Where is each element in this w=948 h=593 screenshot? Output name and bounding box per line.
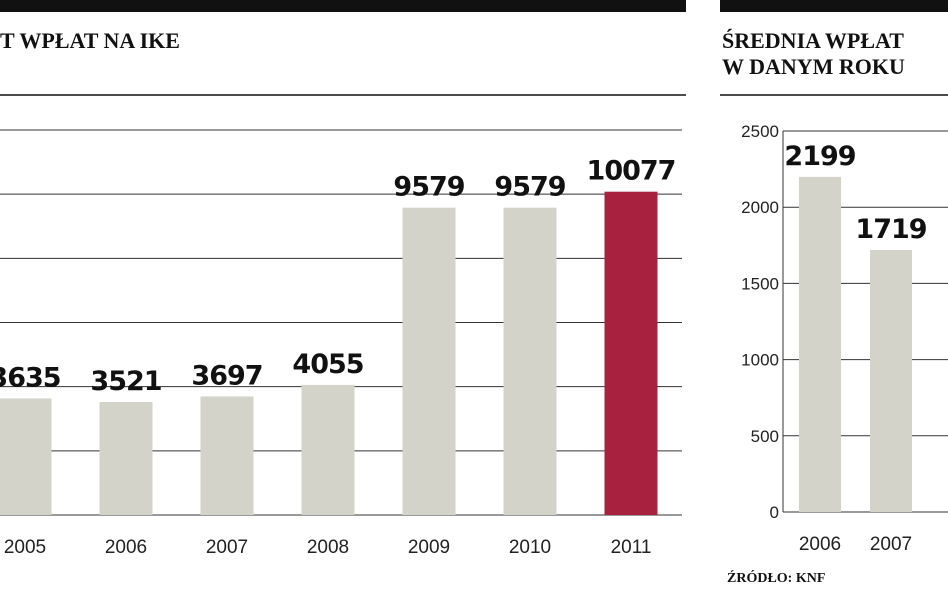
chart-title: T WPŁAT NA IKE xyxy=(0,28,180,53)
bar xyxy=(503,207,557,515)
value-label: 3521 xyxy=(90,366,161,397)
bar xyxy=(0,398,52,515)
y-tick-label: 1000 xyxy=(741,351,779,370)
source-note: ŹRÓDŁO: KNF xyxy=(727,569,825,586)
x-tick-label: 2009 xyxy=(408,537,450,558)
y-tick-label: 500 xyxy=(751,427,779,446)
y-tick-label: 2000 xyxy=(741,198,779,217)
header-bar xyxy=(720,0,948,12)
bar xyxy=(402,207,456,515)
bar xyxy=(870,250,912,512)
value-label: 1719 xyxy=(855,214,926,245)
y-tick-label: 0 xyxy=(770,503,779,522)
value-label: 9579 xyxy=(494,172,565,203)
bar xyxy=(200,396,254,515)
chart-title: W DANYM ROKU xyxy=(722,54,905,79)
bar xyxy=(99,402,153,515)
x-tick-label: 2011 xyxy=(611,537,652,558)
x-tick-label: 2006 xyxy=(799,534,841,555)
header-bar xyxy=(0,0,686,12)
chart-title: ŚREDNIA WPŁAT xyxy=(722,28,904,53)
x-tick-label: 2010 xyxy=(509,537,551,558)
value-label: 3697 xyxy=(191,360,262,391)
bar xyxy=(604,191,658,516)
y-tick-label: 2500 xyxy=(741,122,779,141)
value-label: 9579 xyxy=(393,172,464,203)
x-tick-label: 2007 xyxy=(870,534,912,555)
y-tick-label: 1500 xyxy=(741,274,779,293)
x-tick-label: 2008 xyxy=(307,537,349,558)
x-tick-label: 2005 xyxy=(4,537,46,558)
value-label: 4055 xyxy=(292,349,363,380)
bar xyxy=(301,384,355,515)
value-label: 3635 xyxy=(0,362,61,393)
value-label: 10077 xyxy=(587,156,676,187)
bar xyxy=(799,176,841,512)
x-tick-label: 2006 xyxy=(105,537,147,558)
value-label: 2199 xyxy=(784,141,855,172)
x-tick-label: 2007 xyxy=(206,537,248,558)
